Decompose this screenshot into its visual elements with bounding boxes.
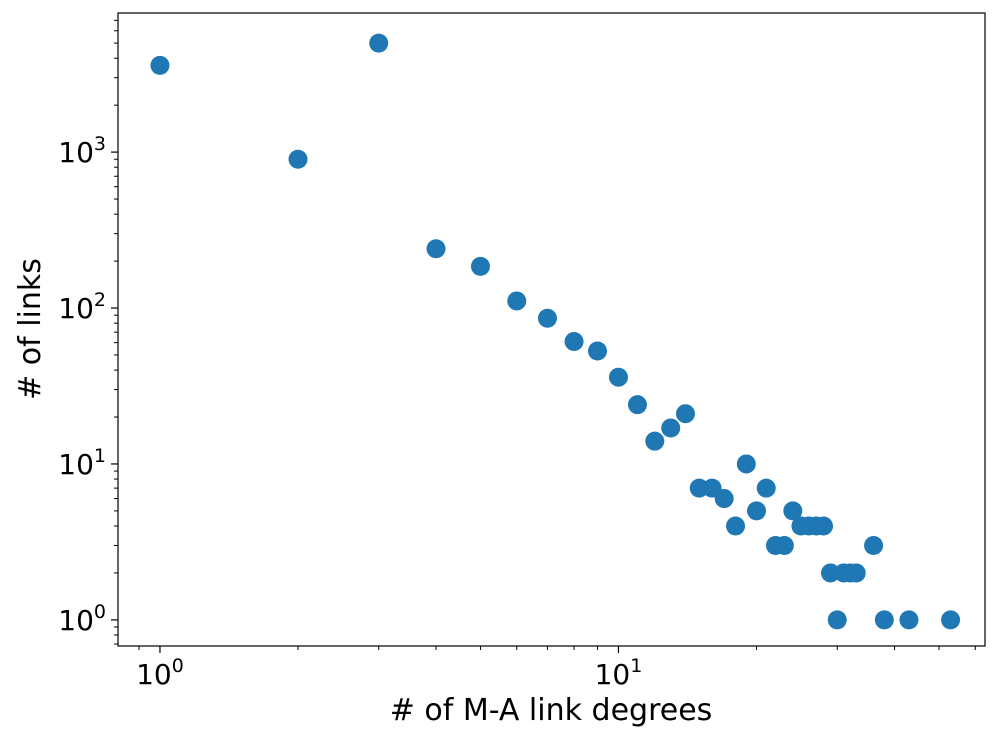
data-point xyxy=(645,431,665,451)
x-axis-label: # of M-A link degrees xyxy=(390,693,713,728)
data-point xyxy=(814,516,834,536)
data-point xyxy=(821,563,841,583)
data-point xyxy=(736,454,756,474)
data-point xyxy=(608,367,628,387)
data-point xyxy=(756,478,776,498)
data-point xyxy=(726,516,746,536)
data-point xyxy=(827,610,847,630)
data-point xyxy=(288,149,308,169)
x-tick-label: 100 xyxy=(136,655,184,691)
y-tick-label: 102 xyxy=(58,289,106,325)
data-point xyxy=(675,404,695,424)
y-tick-label: 103 xyxy=(58,133,106,169)
data-point xyxy=(846,563,866,583)
y-axis-label: # of links xyxy=(13,258,48,400)
data-points xyxy=(150,33,961,630)
data-point xyxy=(661,418,681,438)
y-tick-label: 100 xyxy=(58,601,106,637)
major-ticks: 100 101 100 101 102 103 xyxy=(58,133,642,691)
data-point xyxy=(537,308,557,328)
data-point xyxy=(874,610,894,630)
data-point xyxy=(714,489,734,509)
data-point xyxy=(369,33,389,53)
data-point xyxy=(470,256,490,276)
data-point xyxy=(150,55,170,75)
data-point xyxy=(564,332,584,352)
data-point xyxy=(627,395,647,415)
data-point xyxy=(774,535,794,555)
data-point xyxy=(783,501,803,521)
plot-frame xyxy=(117,12,986,647)
minor-ticks xyxy=(114,19,976,650)
data-point xyxy=(941,610,961,630)
data-point xyxy=(899,610,919,630)
data-point xyxy=(426,239,446,259)
data-point xyxy=(747,501,767,521)
data-point xyxy=(507,291,527,311)
y-tick-label: 101 xyxy=(58,445,106,481)
data-point xyxy=(864,535,884,555)
x-tick-label: 101 xyxy=(595,655,643,691)
data-point xyxy=(588,341,608,361)
